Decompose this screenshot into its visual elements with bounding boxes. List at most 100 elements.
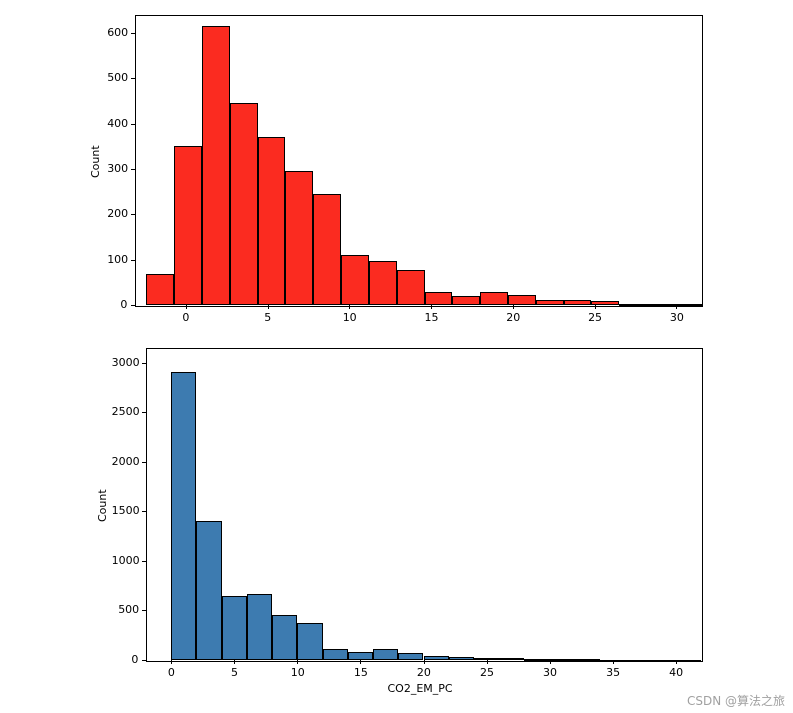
histogram-bar xyxy=(425,292,453,305)
histogram-bar xyxy=(313,194,341,305)
ytick-label: 0 xyxy=(131,653,138,666)
ytick xyxy=(142,660,146,661)
ytick-label: 0 xyxy=(120,298,127,311)
xtick xyxy=(268,305,269,309)
histogram-bar xyxy=(146,274,174,305)
histogram-bar xyxy=(508,295,536,305)
xtick xyxy=(595,305,596,309)
histogram-bar xyxy=(449,657,474,660)
ytick-label: 500 xyxy=(118,603,139,616)
figure: 051015202530 0100200300400500600 Count 0… xyxy=(0,0,793,713)
histogram-bar xyxy=(373,649,398,660)
histogram-bar xyxy=(348,652,373,660)
ytick-label: 200 xyxy=(107,207,128,220)
bottom-ylabel: Count xyxy=(96,489,109,522)
xtick-label: 25 xyxy=(480,666,494,679)
histogram-bar xyxy=(536,300,564,305)
histogram-bar xyxy=(625,660,650,662)
ytick xyxy=(142,363,146,364)
xtick-label: 0 xyxy=(168,666,175,679)
xtick-label: 20 xyxy=(506,311,520,324)
xtick-label: 25 xyxy=(588,311,602,324)
histogram-bar xyxy=(524,659,549,661)
xtick-label: 15 xyxy=(354,666,368,679)
xtick-label: 10 xyxy=(343,311,357,324)
xtick xyxy=(613,660,614,664)
histogram-bar xyxy=(651,660,676,662)
xtick-label: 5 xyxy=(264,311,271,324)
ytick xyxy=(131,124,135,125)
ytick-label: 600 xyxy=(107,26,128,39)
ytick xyxy=(131,305,135,306)
ytick xyxy=(131,169,135,170)
top-ylabel: Count xyxy=(89,145,102,178)
ytick-label: 100 xyxy=(107,253,128,266)
ytick xyxy=(142,561,146,562)
ytick xyxy=(142,511,146,512)
histogram-bar xyxy=(272,615,297,660)
histogram-bar xyxy=(499,658,524,660)
ytick-label: 3000 xyxy=(112,356,140,369)
histogram-bar xyxy=(619,304,647,306)
xtick xyxy=(349,305,350,309)
histogram-bar xyxy=(230,103,258,305)
xtick xyxy=(487,660,488,664)
xtick-label: 35 xyxy=(606,666,620,679)
xtick xyxy=(550,660,551,664)
ytick xyxy=(131,33,135,34)
histogram-bar xyxy=(285,171,313,305)
xtick-label: 5 xyxy=(231,666,238,679)
xtick-label: 15 xyxy=(424,311,438,324)
ytick xyxy=(131,78,135,79)
histogram-bar xyxy=(341,255,369,305)
histogram-bar xyxy=(222,596,247,660)
histogram-bar xyxy=(480,292,508,305)
xtick xyxy=(171,660,172,664)
xtick xyxy=(424,660,425,664)
histogram-bar xyxy=(196,521,221,660)
xtick-label: 10 xyxy=(291,666,305,679)
ytick-label: 400 xyxy=(107,117,128,130)
xtick xyxy=(360,660,361,664)
histogram-bar xyxy=(675,304,703,306)
ytick xyxy=(142,412,146,413)
histogram-bar xyxy=(452,296,480,305)
ytick-label: 500 xyxy=(107,71,128,84)
ytick xyxy=(142,462,146,463)
histogram-bar xyxy=(247,594,272,660)
histogram-bar xyxy=(397,270,425,305)
xtick xyxy=(513,305,514,309)
histogram-bar xyxy=(575,659,600,661)
histogram-bar xyxy=(564,300,592,305)
xtick-label: 40 xyxy=(669,666,683,679)
histogram-bar xyxy=(424,656,449,660)
watermark: CSDN @算法之旅 xyxy=(687,692,785,709)
histogram-bar xyxy=(398,653,423,660)
ytick xyxy=(131,260,135,261)
xtick-label: 0 xyxy=(182,311,189,324)
ytick-label: 2500 xyxy=(112,405,140,418)
xtick xyxy=(186,305,187,309)
ytick-label: 300 xyxy=(107,162,128,175)
xtick xyxy=(676,660,677,664)
histogram-bar xyxy=(676,660,701,662)
xtick xyxy=(676,305,677,309)
ytick-label: 1000 xyxy=(112,554,140,567)
histogram-bar xyxy=(323,649,348,660)
histogram-bar xyxy=(369,261,397,305)
ytick xyxy=(131,214,135,215)
histogram-bar xyxy=(550,659,575,661)
bottom-xlabel: CO2_EM_PC xyxy=(388,682,453,695)
ytick-label: 1500 xyxy=(112,504,140,517)
histogram-bar xyxy=(297,623,322,660)
ytick xyxy=(142,610,146,611)
xtick xyxy=(431,305,432,309)
ytick-label: 2000 xyxy=(112,455,140,468)
xtick xyxy=(234,660,235,664)
histogram-bar xyxy=(171,372,196,660)
xtick-label: 30 xyxy=(543,666,557,679)
histogram-bar xyxy=(202,26,230,305)
xtick-label: 20 xyxy=(417,666,431,679)
xtick-label: 30 xyxy=(670,311,684,324)
xtick xyxy=(297,660,298,664)
